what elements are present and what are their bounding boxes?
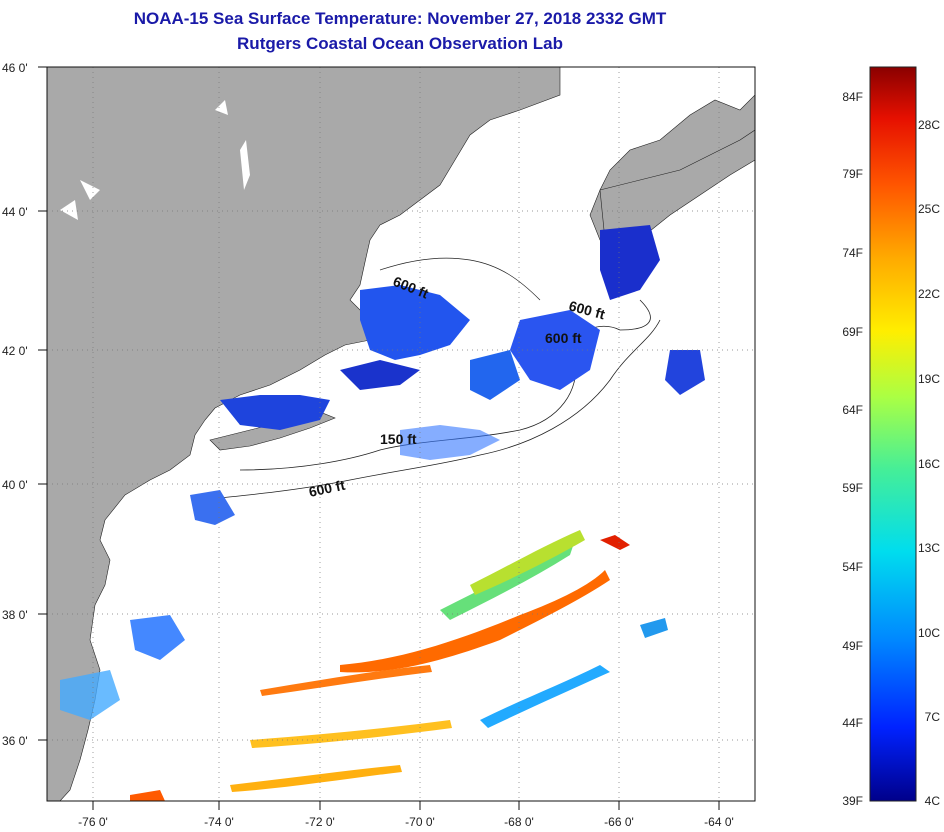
colorbar-f-label: 69F (842, 325, 863, 339)
contour-150ft (239, 299, 651, 471)
lat-label: 38 0' (2, 608, 28, 622)
graticule (47, 67, 755, 801)
lon-label: -70 0' (405, 815, 435, 829)
colorbar-f-label: 84F (842, 90, 863, 104)
contour-label: 600 ft (307, 477, 346, 500)
colorbar-f-label: 44F (842, 716, 863, 730)
map-subtitle: Rutgers Coastal Ocean Observation Lab (237, 34, 563, 53)
colorbar-c-label: 4C (925, 794, 941, 808)
colorbar-f-label: 59F (842, 481, 863, 495)
tick-marks (38, 66, 720, 810)
map-title: NOAA-15 Sea Surface Temperature: Novembe… (133, 9, 667, 28)
sst-warm-filaments (60, 530, 668, 801)
colorbar-f-label: 79F (842, 167, 863, 181)
lat-label: 42 0' (2, 344, 28, 358)
colorbar-c-label: 28C (918, 118, 940, 132)
contour-label: 150 ft (380, 431, 417, 447)
contour-600ft (199, 319, 661, 501)
lon-label: -74 0' (204, 815, 234, 829)
lon-label: -68 0' (504, 815, 534, 829)
colorbar-c-label: 7C (925, 710, 941, 724)
contour-label: 600 ft (545, 330, 582, 346)
lat-label: 44 0' (2, 205, 28, 219)
colorbar-c-label: 22C (918, 287, 940, 301)
colorbar-c-label: 13C (918, 541, 940, 555)
colorbar (869, 66, 917, 802)
land-new-england (47, 67, 561, 801)
lon-label: -66 0' (604, 815, 634, 829)
colorbar-c-label: 25C (918, 202, 940, 216)
colorbar-f-label: 49F (842, 639, 863, 653)
colorbar-c-label: 19C (918, 372, 940, 386)
lat-label: 40 0' (2, 478, 28, 492)
lon-label: -64 0' (704, 815, 734, 829)
colorbar-c-label: 16C (918, 457, 940, 471)
lat-label: 36 0' (2, 734, 28, 748)
plot-frame (46, 66, 756, 802)
colorbar-f-label: 54F (842, 560, 863, 574)
lon-label: -76 0' (78, 815, 108, 829)
colorbar-f-label: 39F (842, 794, 863, 808)
colorbar-f-label: 64F (842, 403, 863, 417)
contour-gulf-of-maine (379, 257, 541, 301)
colorbar-c-label: 10C (918, 626, 940, 640)
sst-cold-patches (130, 225, 705, 660)
colorbar-f-label: 74F (842, 246, 863, 260)
lat-label: 46 0' (2, 61, 28, 75)
lon-label: -72 0' (305, 815, 335, 829)
